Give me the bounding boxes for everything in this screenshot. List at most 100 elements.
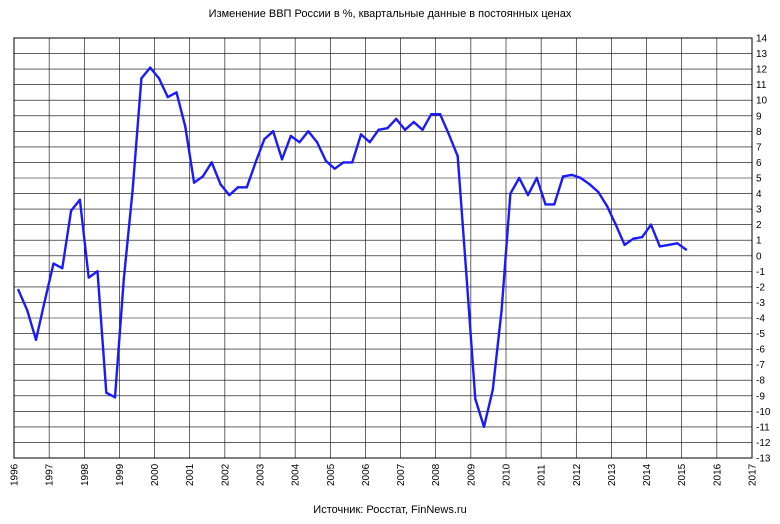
data-point <box>245 186 249 189</box>
y-tick-label: 1 <box>756 236 762 247</box>
y-tick-label: -10 <box>756 407 771 418</box>
y-tick-label: 6 <box>756 158 762 169</box>
data-point <box>667 243 670 247</box>
gdp-series-line <box>17 66 687 429</box>
x-tick-label: 2004 <box>291 463 302 486</box>
data-point <box>394 117 398 121</box>
data-point <box>500 309 503 312</box>
data-point <box>640 235 644 239</box>
data-point <box>623 243 626 247</box>
data-point <box>166 95 169 99</box>
x-tick-label: 2000 <box>150 463 161 486</box>
x-tick-label: 2010 <box>502 463 513 486</box>
data-point <box>175 91 178 94</box>
data-point <box>632 237 635 240</box>
data-point <box>78 198 82 201</box>
y-tick-label: 12 <box>756 65 768 76</box>
y-axis-ticks: 14131211109876543210-1-2-3-4-5-6-7-8-9-1… <box>756 34 771 465</box>
data-point <box>359 133 363 136</box>
data-point <box>333 167 336 170</box>
x-tick-label: 2003 <box>256 463 267 486</box>
x-tick-label: 1997 <box>45 463 56 486</box>
y-tick-label: -6 <box>756 345 765 356</box>
x-tick-label: 2017 <box>748 463 759 486</box>
data-point <box>535 176 538 180</box>
data-point <box>579 176 582 180</box>
data-point <box>43 299 46 303</box>
x-tick-label: 2002 <box>220 463 231 486</box>
y-tick-label: 10 <box>756 96 768 107</box>
data-point <box>342 161 345 164</box>
data-point <box>377 128 380 131</box>
x-tick-label: 2008 <box>431 463 442 486</box>
data-point <box>228 193 231 197</box>
data-point <box>368 141 372 144</box>
data-point <box>561 175 565 178</box>
y-tick-label: -13 <box>756 454 771 465</box>
data-point <box>386 127 389 130</box>
x-tick-label: 1999 <box>115 463 126 486</box>
data-point <box>34 338 38 341</box>
y-tick-label: 0 <box>756 251 762 262</box>
data-point <box>315 141 319 144</box>
y-tick-label: -7 <box>756 360 765 371</box>
y-tick-label: -9 <box>756 391 765 402</box>
data-point <box>474 397 477 401</box>
chart-title: Изменение ВВП России в %, квартальные да… <box>208 8 572 20</box>
y-tick-label: 13 <box>756 49 768 60</box>
data-point <box>684 248 688 251</box>
y-tick-label: 4 <box>756 189 762 200</box>
y-tick-label: 5 <box>756 174 762 185</box>
data-point <box>87 276 90 279</box>
data-point <box>412 120 415 124</box>
x-tick-label: 1996 <box>10 463 21 486</box>
data-point <box>544 203 547 206</box>
data-point <box>184 125 187 128</box>
x-tick-label: 2016 <box>712 463 723 486</box>
data-point <box>649 223 653 226</box>
y-tick-label: 2 <box>756 220 762 231</box>
data-point <box>351 161 354 164</box>
data-point <box>403 128 407 131</box>
y-tick-label: -12 <box>756 438 771 449</box>
data-point <box>509 192 512 195</box>
data-point <box>61 267 64 270</box>
x-tick-label: 2007 <box>396 463 407 486</box>
data-point <box>676 242 679 245</box>
data-point <box>430 113 433 116</box>
data-point <box>271 130 275 133</box>
data-point <box>324 159 328 163</box>
data-point <box>456 155 459 158</box>
y-tick-label: 14 <box>756 34 768 45</box>
data-point <box>219 183 222 186</box>
data-points <box>17 66 688 429</box>
x-tick-label: 2014 <box>642 463 653 486</box>
y-tick-label: -5 <box>756 329 765 340</box>
x-tick-label: 2005 <box>326 463 337 486</box>
data-point <box>447 133 451 136</box>
y-tick-label: -11 <box>756 422 770 433</box>
y-tick-label: 7 <box>756 142 762 153</box>
data-point <box>614 223 618 226</box>
data-point <box>280 158 284 161</box>
data-point <box>605 204 609 208</box>
y-tick-label: -2 <box>756 282 765 293</box>
data-point <box>25 309 29 312</box>
data-point <box>122 277 126 281</box>
x-tick-label: 2009 <box>466 463 477 486</box>
data-point <box>157 77 161 80</box>
x-tick-label: 1998 <box>80 463 91 486</box>
x-tick-label: 2001 <box>185 463 196 486</box>
y-tick-label: -8 <box>756 376 765 387</box>
data-point <box>289 134 292 138</box>
data-point <box>421 128 424 131</box>
data-point <box>236 186 240 189</box>
x-tick-label: 2012 <box>572 463 583 486</box>
data-point <box>192 181 196 184</box>
data-point <box>69 209 73 212</box>
data-point <box>553 203 556 206</box>
y-tick-label: 3 <box>756 205 762 216</box>
x-tick-label: 2015 <box>677 463 688 486</box>
data-point <box>298 141 301 144</box>
